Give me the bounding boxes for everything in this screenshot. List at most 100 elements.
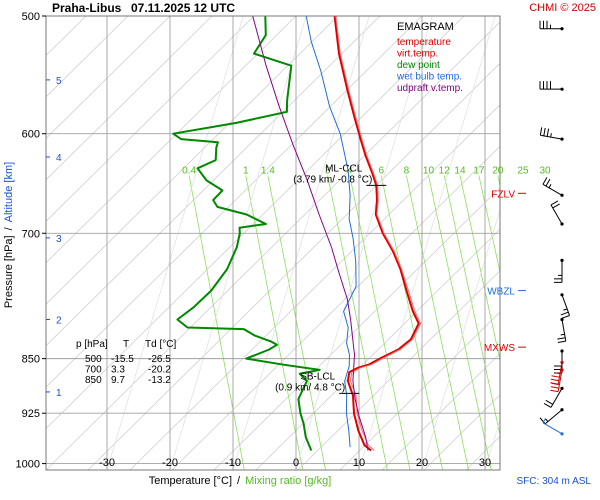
wind-barb-flag (543, 127, 546, 136)
legend-entry: dew point (397, 60, 440, 71)
wind-barb-flag (551, 382, 560, 386)
dry-adiabat-line (46, 16, 423, 388)
dry-adiabat-line (46, 16, 381, 347)
datetime-title: 07.11.2025 12 UTC (131, 1, 235, 15)
wind-barb-flag (550, 389, 559, 393)
x-tick-label: -10 (225, 457, 241, 469)
pressure-tick-label: 925 (22, 408, 40, 420)
table-cell: -15.5 (111, 354, 134, 365)
wind-barb-dot (560, 293, 564, 297)
annotation-sublabel: (0.9 km/ 4.8 °C) (275, 382, 345, 393)
level-label: MXWS (484, 343, 515, 354)
altitude-tick-label: 2 (56, 315, 62, 326)
dry-adiabat-line (129, 104, 500, 470)
plot-frame (45, 15, 501, 471)
wind-barb-flag (552, 203, 560, 209)
wind-barb-flag (560, 311, 569, 316)
dry-adiabat-line (297, 270, 500, 470)
table-header: T (123, 339, 129, 350)
wind-barb (543, 386, 564, 408)
wind-barb-flag (550, 200, 559, 206)
dry-adiabat-line (339, 311, 500, 470)
dry-adiabat-line (46, 21, 500, 470)
isotherm-line (106, 16, 244, 470)
wind-barb-flag (551, 375, 560, 378)
table-cell: -20.2 (148, 365, 171, 376)
mixing-ratio-label: 20 (492, 165, 504, 176)
series-udpraft-v-temp (252, 16, 369, 451)
x-tick-label: 30 (479, 457, 491, 469)
dry-adiabat-line (255, 228, 500, 470)
svg-text:Pressure [hPa]/Altitude [km]: Pressure [hPa] / Altitude [km] (3, 162, 15, 308)
series-temperature (333, 16, 420, 452)
wind-barb (550, 200, 564, 226)
isotherm-line (421, 208, 500, 470)
mixing-ratio-label: 12 (439, 165, 451, 176)
wind-barb-shaft (550, 204, 563, 225)
mixing-ratio-line (327, 175, 388, 470)
wind-barb-flag (545, 178, 551, 187)
dry-adiabat-line (46, 16, 465, 430)
mixing-ratio-label: 17 (473, 165, 485, 176)
x-tick-label: -30 (99, 457, 115, 469)
table-header: p [hPa] (76, 339, 108, 350)
wind-barb-flag (545, 399, 553, 405)
isotherm-line (358, 16, 496, 470)
sfc-text: SFC: 304 m ASL (517, 476, 592, 487)
dry-adiabat-line (46, 16, 297, 264)
wind-barb-dot (560, 222, 564, 226)
wind-barb-dot (560, 87, 564, 91)
annotation-sublabel: (3.79 km/ -0.8 °C) (293, 174, 372, 185)
pressure-tick-label: 500 (22, 11, 40, 23)
mixing-ratio-line (428, 175, 492, 470)
mixing-ratio-line (406, 175, 469, 470)
ylabel-separator: / (3, 226, 15, 230)
pressure-tick-label: 850 (22, 354, 40, 366)
ylabel-pressure: Pressure [hPa] (3, 235, 15, 308)
legend-entry: temperature (397, 37, 451, 48)
wind-barb-flag (561, 315, 570, 319)
dry-adiabat-line (46, 16, 255, 222)
pressure-tick-label: 1000 (16, 459, 40, 471)
wind-barb-shaft (561, 319, 567, 342)
wind-barb-dot (560, 137, 564, 141)
wind-barb (539, 20, 564, 31)
table-cell: -26.5 (148, 354, 171, 365)
wind-barb-flag (543, 402, 552, 408)
pressure-tick-label: 700 (22, 228, 40, 240)
series-virt-temp (335, 16, 422, 451)
wind-barb-half-flag (563, 308, 568, 311)
level-label: FZLV (491, 189, 515, 200)
table-cell: -13.2 (148, 375, 171, 386)
wind-barb-flag (550, 386, 559, 389)
mixing-ratio-label: 30 (539, 165, 551, 176)
wind-barb-flag (539, 417, 546, 425)
x-tick-label: 20 (416, 457, 428, 469)
wind-barb-flag (557, 340, 566, 344)
xlabel-temperature: Temperature [°C] (149, 475, 232, 487)
dry-adiabat-line (171, 145, 500, 470)
dry-adiabat-line (213, 187, 500, 470)
wind-barb (542, 177, 564, 197)
mixing-ratio-label: 3 (325, 165, 331, 176)
mixing-ratio-label: 8 (404, 165, 410, 176)
annotation-label: SB-LCL (300, 371, 335, 382)
altitude-tick-label: 4 (56, 153, 62, 164)
mixing-ratio-label: 0.4 (182, 165, 196, 176)
wind-barb-dot (560, 368, 564, 372)
wind-barb (557, 317, 567, 344)
x-tick-label: 10 (353, 457, 365, 469)
wind-barb (550, 368, 564, 393)
wind-barb-half-flag (560, 333, 565, 336)
wind-barb-flag (550, 378, 559, 382)
mixing-ratio-line (459, 175, 500, 363)
wind-barb-flag (539, 127, 543, 136)
wind-barb-dot (560, 360, 564, 365)
mixing-ratio-label: 25 (517, 165, 529, 176)
table-cell: 3.3 (111, 365, 125, 376)
wind-barb-dot (560, 317, 564, 322)
table-cell: 500 (85, 354, 102, 365)
wind-barb-half-flag (555, 372, 561, 375)
wind-barb-dot (560, 349, 564, 353)
wind-barb-dot (560, 408, 564, 412)
